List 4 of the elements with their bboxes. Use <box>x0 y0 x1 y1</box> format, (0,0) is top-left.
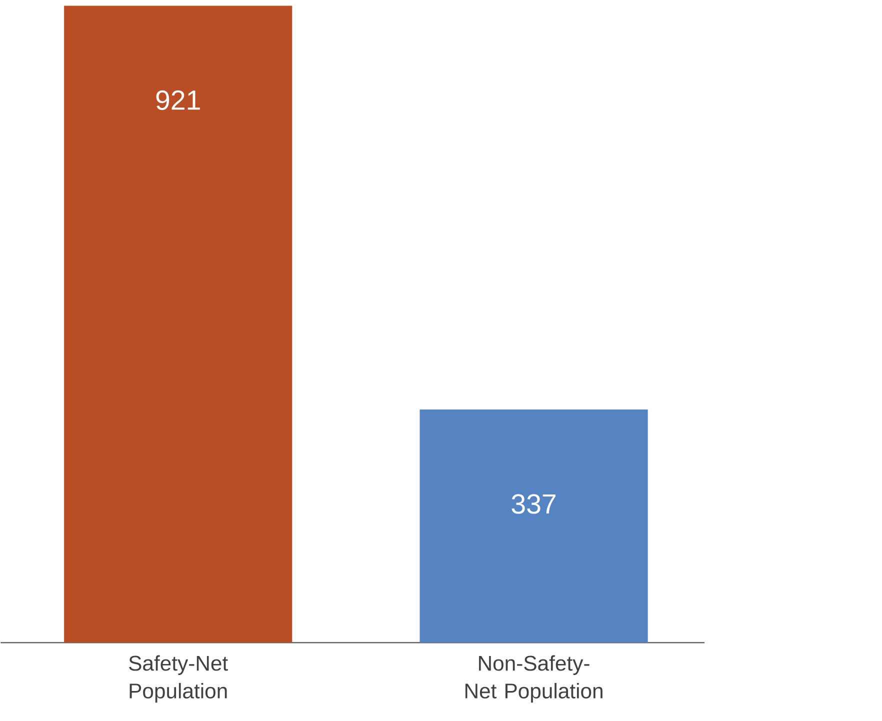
x-tick-label: Non-Safety-Net Population <box>465 655 602 703</box>
x-tick-label: Safety-Net Population <box>129 655 228 703</box>
data-label: 921 <box>156 90 200 110</box>
data-label: 337 <box>512 494 556 514</box>
